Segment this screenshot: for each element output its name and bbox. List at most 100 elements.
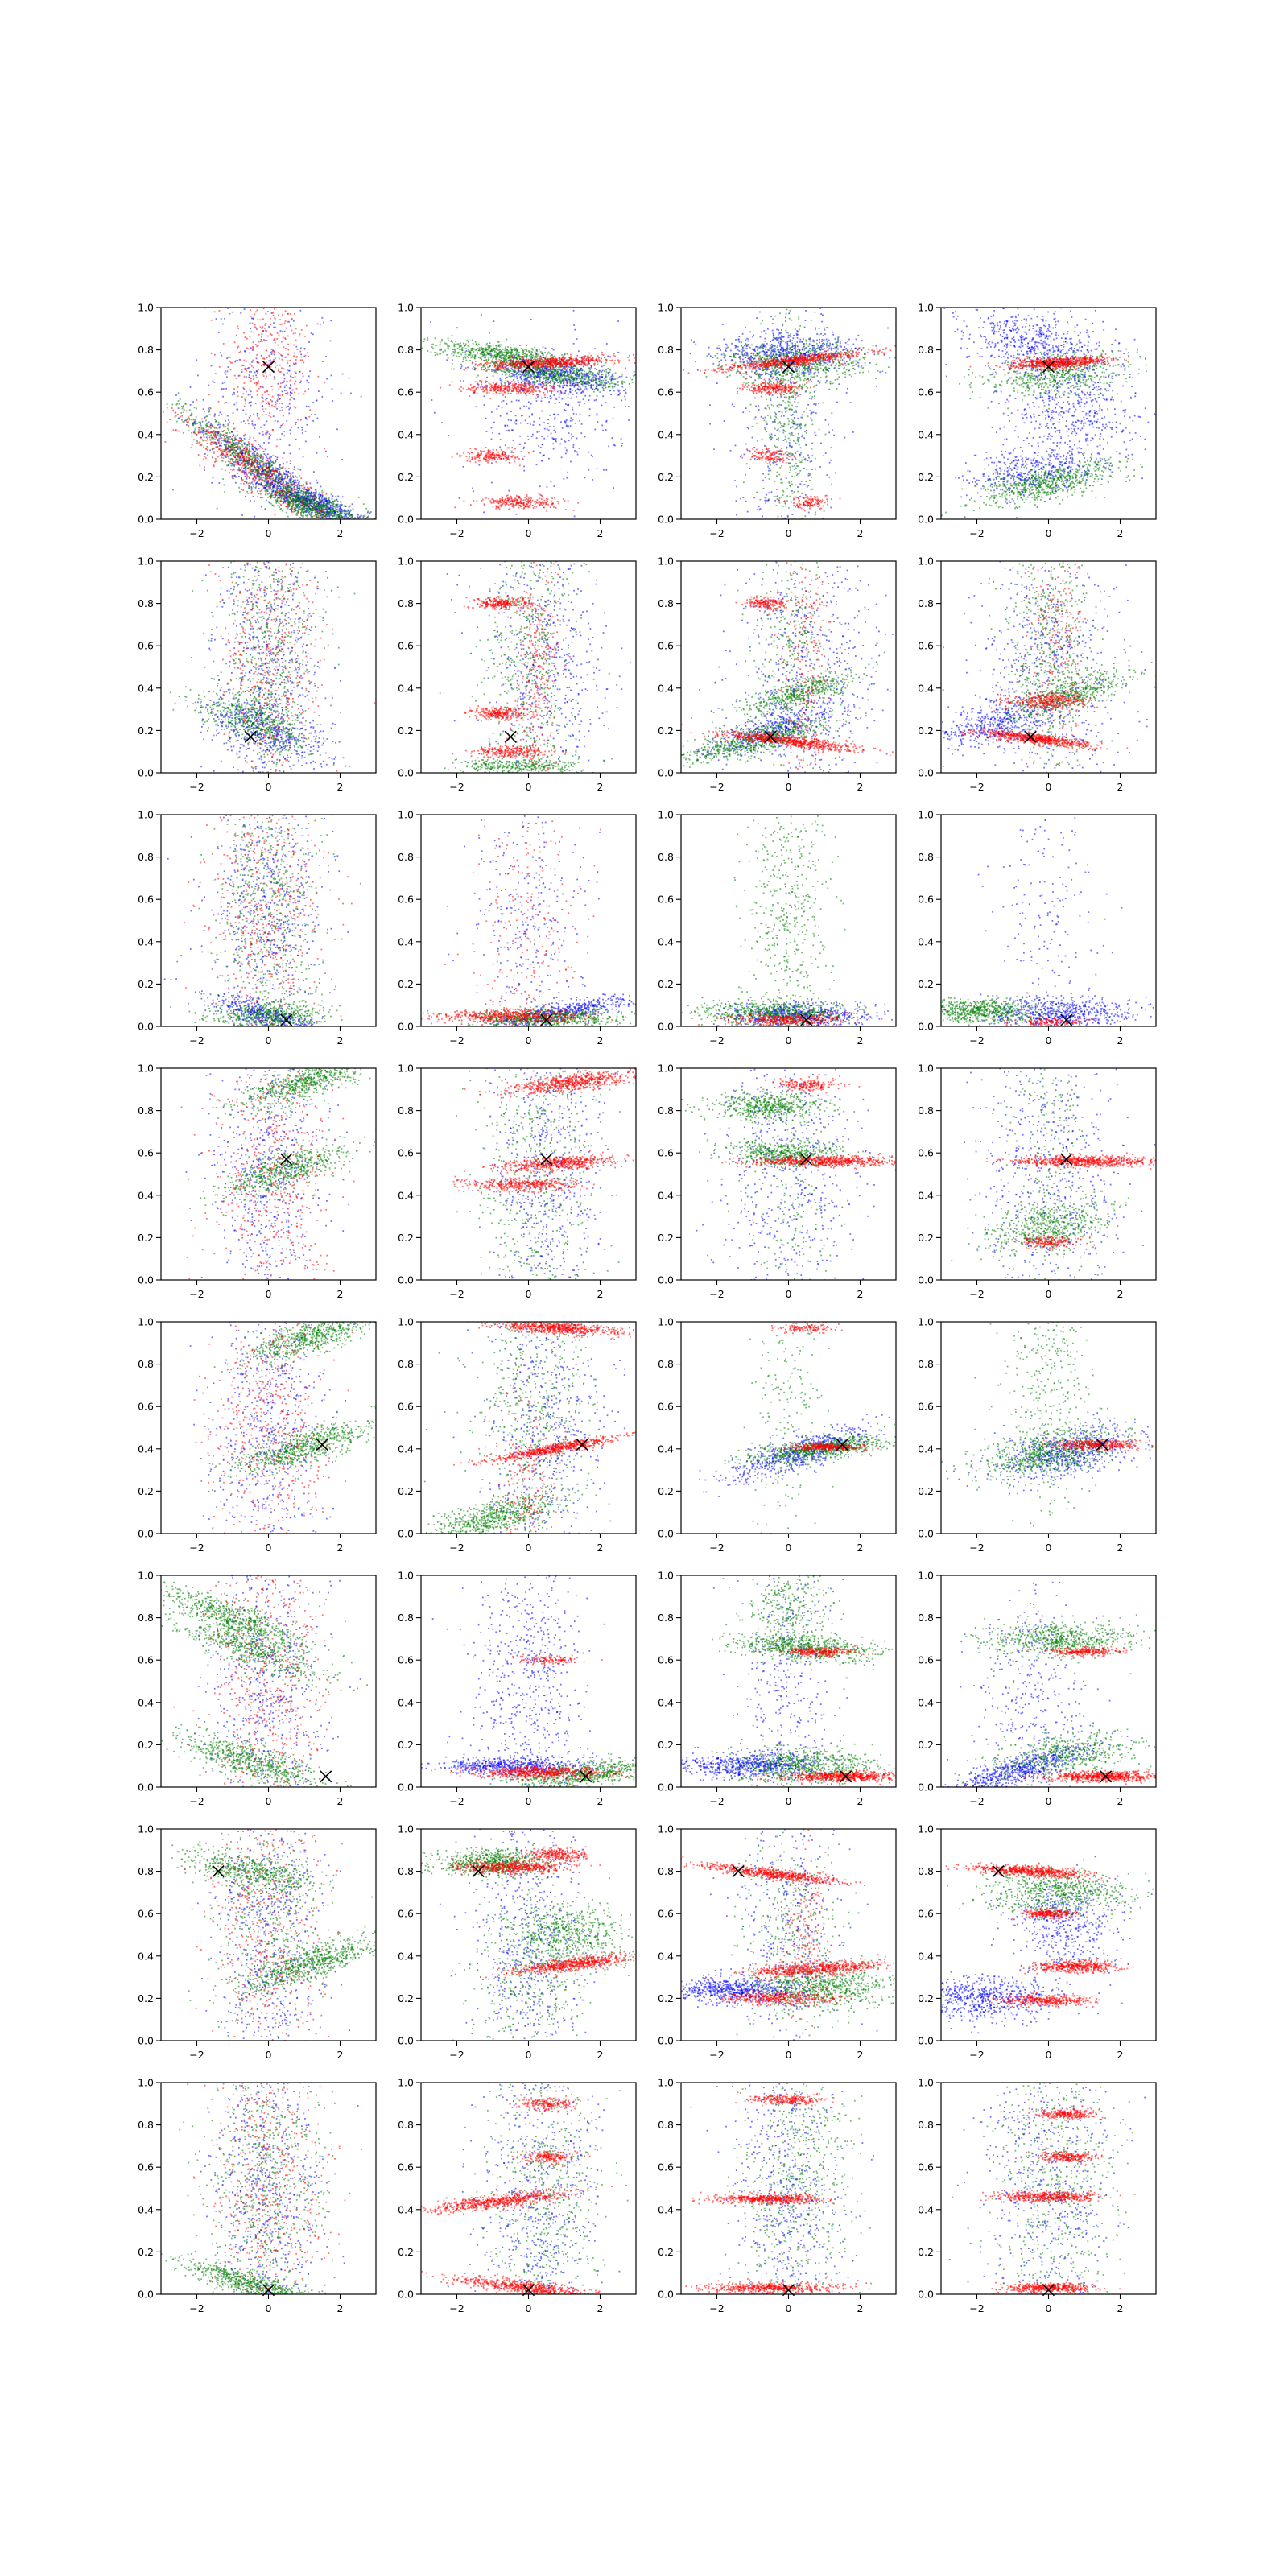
data-point <box>221 414 223 415</box>
data-point <box>613 418 614 419</box>
data-point <box>555 438 557 440</box>
data-point <box>175 415 177 417</box>
data-point <box>247 468 249 469</box>
data-point <box>225 435 226 436</box>
data-point <box>251 396 253 398</box>
data-point <box>539 452 541 454</box>
data-point <box>300 360 302 361</box>
data-point <box>295 371 296 373</box>
data-point <box>250 336 251 337</box>
data-point <box>214 436 216 438</box>
data-point <box>294 383 295 385</box>
data-point <box>559 444 561 445</box>
data-point <box>252 453 254 455</box>
data-point <box>262 448 263 449</box>
data-point <box>219 441 221 443</box>
data-point <box>629 383 630 385</box>
data-point <box>180 416 181 418</box>
data-point <box>278 345 279 346</box>
data-point <box>182 407 184 408</box>
data-point <box>243 420 245 422</box>
data-point <box>317 482 319 484</box>
data-point <box>290 460 291 462</box>
data-point <box>336 504 337 506</box>
data-point <box>530 319 532 320</box>
data-point <box>247 420 249 422</box>
data-point <box>527 423 529 424</box>
data-point <box>316 400 317 402</box>
data-point <box>546 357 547 358</box>
data-point <box>358 517 360 518</box>
data-point <box>579 448 580 449</box>
data-point <box>311 506 312 507</box>
data-point <box>243 332 245 334</box>
data-point <box>256 371 258 373</box>
data-point <box>312 498 313 500</box>
data-point <box>253 378 254 380</box>
data-point <box>276 439 278 440</box>
data-point <box>273 491 275 493</box>
data-point <box>295 510 296 512</box>
data-point <box>188 418 190 419</box>
data-point <box>254 427 255 429</box>
data-point <box>493 355 494 357</box>
data-point <box>262 456 264 458</box>
data-point <box>303 375 304 377</box>
data-point <box>341 459 343 460</box>
data-point <box>565 390 567 392</box>
data-point <box>266 456 267 458</box>
data-point <box>253 367 254 369</box>
data-point <box>327 456 328 457</box>
data-point <box>294 482 295 484</box>
data-point <box>266 465 267 467</box>
data-point <box>247 460 249 461</box>
data-point <box>188 416 189 418</box>
data-point <box>293 363 295 365</box>
data-point <box>260 386 262 388</box>
data-point <box>440 342 441 344</box>
data-point <box>224 438 225 440</box>
data-point <box>238 464 240 465</box>
data-point <box>195 423 196 425</box>
data-point <box>314 502 316 503</box>
data-point <box>293 477 295 478</box>
data-point <box>237 346 239 348</box>
data-point <box>290 488 291 489</box>
data-point <box>296 498 298 500</box>
data-point <box>578 386 580 387</box>
data-point <box>239 460 241 461</box>
data-point <box>588 399 590 401</box>
data-point <box>275 404 277 406</box>
data-point <box>275 362 276 364</box>
data-point <box>290 313 291 315</box>
data-point <box>225 402 227 403</box>
data-point <box>261 482 262 484</box>
data-point <box>267 431 269 432</box>
data-point <box>246 471 247 473</box>
data-point <box>342 374 344 375</box>
data-point <box>265 373 266 374</box>
data-point <box>276 338 278 340</box>
data-point <box>555 417 556 419</box>
data-point <box>281 324 283 325</box>
data-point <box>283 472 284 473</box>
data-point <box>253 496 254 497</box>
data-point <box>469 360 471 361</box>
subplot-r1-c1: −2 0 20.00.20.40.60.81.0 <box>121 302 380 540</box>
data-point <box>214 433 216 435</box>
data-point <box>266 486 267 488</box>
data-point <box>540 447 542 448</box>
data-point <box>579 420 580 422</box>
data-point <box>299 497 301 499</box>
data-point <box>279 402 280 404</box>
data-point <box>301 427 303 428</box>
data-point <box>272 478 274 480</box>
data-point <box>295 373 297 374</box>
data-point <box>572 394 574 395</box>
data-point <box>628 419 630 421</box>
data-point <box>613 353 615 354</box>
data-point <box>606 303 608 305</box>
data-point <box>266 390 268 392</box>
data-point <box>565 421 567 423</box>
data-point <box>249 371 250 373</box>
